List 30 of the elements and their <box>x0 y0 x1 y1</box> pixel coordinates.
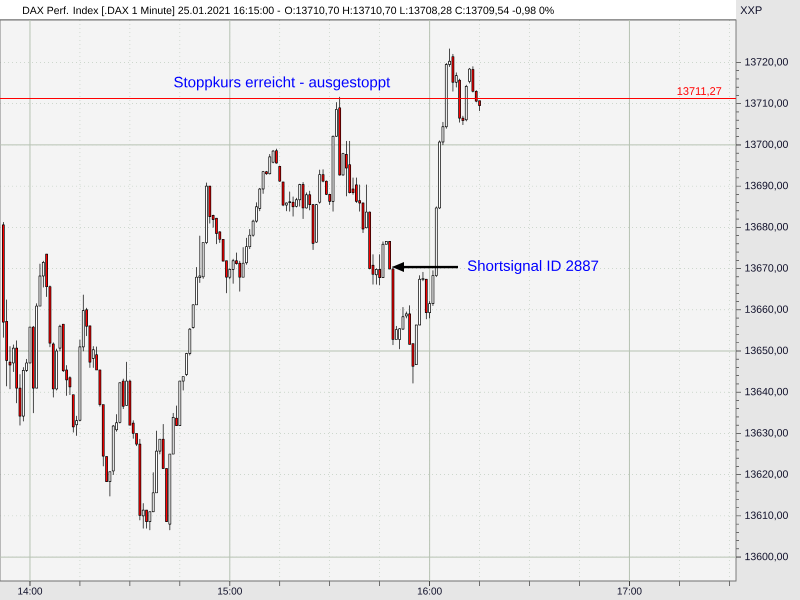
y-tick-label: 13600,00 <box>745 552 788 562</box>
chart-title: DAX Perf. Index [.DAX 1 Minute] 25.01.2021 16:15:00 - <box>23 6 280 16</box>
y-tick-label: 13690,00 <box>745 182 788 190</box>
candlestick <box>215 218 218 244</box>
y-tick-label: 13610,00 <box>745 512 788 520</box>
y-tick-label: 13650,00 <box>745 346 788 356</box>
annotation: Stoppkurs erreicht - ausgestoppt <box>174 76 390 90</box>
ref-line-label: 13711,27 <box>678 87 722 96</box>
x-tick-label: 17:00 <box>618 588 642 595</box>
annotation: Shortsignal ID 2887 <box>468 260 598 274</box>
y-tick-label: 13720,00 <box>745 58 788 67</box>
chart-subtitle: O:13710,70 H:13710,70 L:13708,28 C:13709,54 -0,98 0% <box>284 6 554 16</box>
y-tick-label: 13630,00 <box>745 429 788 438</box>
candlestick <box>302 182 304 220</box>
candlestick <box>268 154 272 175</box>
y-tick-label: 13710,00 <box>745 99 788 108</box>
y-tick-label: 13620,00 <box>745 470 788 479</box>
candlestick <box>278 166 282 182</box>
y-tick-label: 13660,00 <box>745 305 788 314</box>
y-tick-label: 13700,00 <box>745 140 788 150</box>
candlestick <box>318 170 322 204</box>
x-tick-label: 14:00 <box>18 588 42 595</box>
y-tick-label: 13680,00 <box>745 223 788 232</box>
y-tick-label: 13670,00 <box>745 264 788 273</box>
x-tick-label: 15:00 <box>218 588 242 595</box>
y-tick-label: 13640,00 <box>745 388 788 397</box>
candlestick <box>464 84 468 122</box>
candlestick <box>275 148 278 164</box>
y-axis-title: XXP <box>740 6 762 14</box>
x-tick-label: 16:00 <box>418 588 442 595</box>
